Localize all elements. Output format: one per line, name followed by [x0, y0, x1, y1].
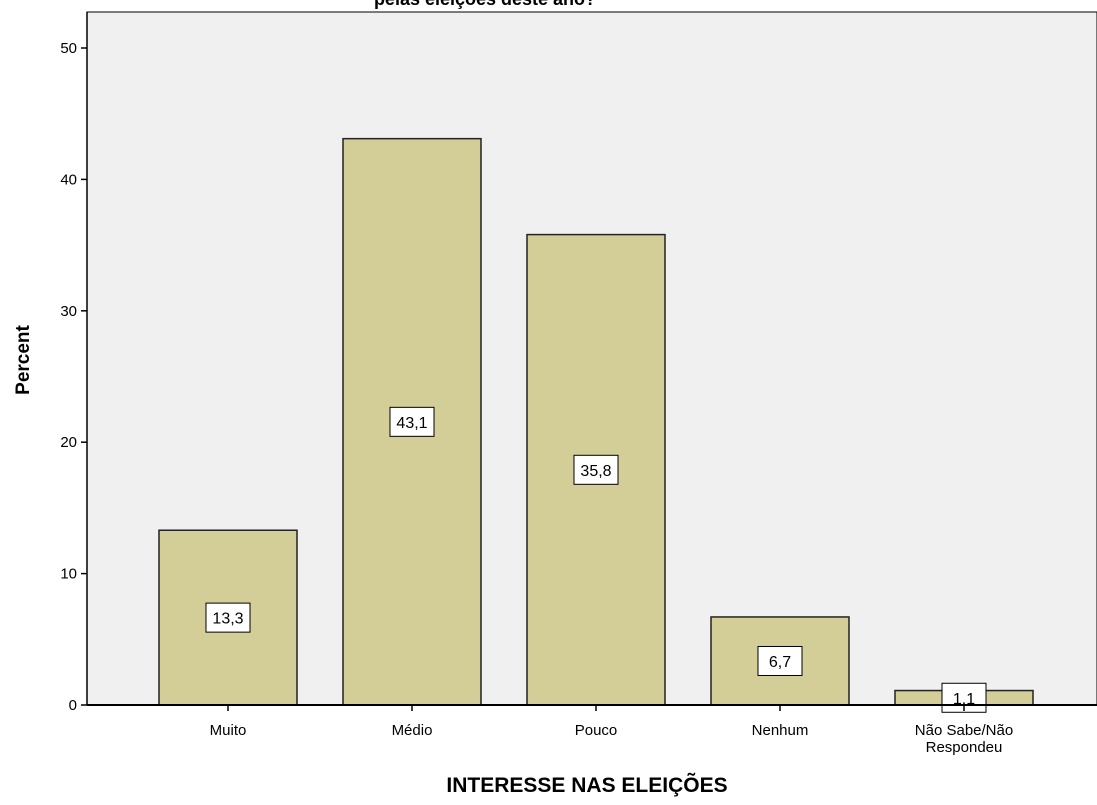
- x-tick-label: Não Sabe/Não: [915, 722, 1013, 739]
- y-tick-label: 0: [69, 697, 77, 714]
- data-label-box: [205, 602, 251, 633]
- x-tick-label: Pouco: [575, 722, 618, 739]
- x-axis-title: INTERESSE NAS ELEIÇÕES: [446, 773, 727, 797]
- y-axis-title: Percent: [13, 324, 34, 394]
- x-tick-label: Nenhum: [752, 722, 809, 739]
- data-label: 13,3: [212, 611, 243, 628]
- x-tick-label: Respondeu: [926, 739, 1003, 756]
- data-label: 1,1: [953, 691, 975, 708]
- data-label-box: [757, 645, 803, 676]
- y-tick-label: 40: [60, 171, 77, 188]
- x-tick-label: Muito: [210, 722, 247, 739]
- data-label: 43,1: [396, 415, 427, 432]
- data-label-box: [389, 406, 435, 437]
- data-label-box: [573, 454, 619, 485]
- data-label: 6,7: [769, 654, 791, 671]
- y-tick-label: 30: [60, 303, 77, 320]
- y-tick-label: 20: [60, 434, 77, 451]
- x-tick-label: Médio: [392, 722, 433, 739]
- y-tick-label: 50: [60, 40, 77, 57]
- data-label: 35,8: [580, 463, 611, 480]
- y-tick-label: 10: [60, 566, 77, 583]
- chart-title: pelas eleições deste ano?: [374, 0, 596, 9]
